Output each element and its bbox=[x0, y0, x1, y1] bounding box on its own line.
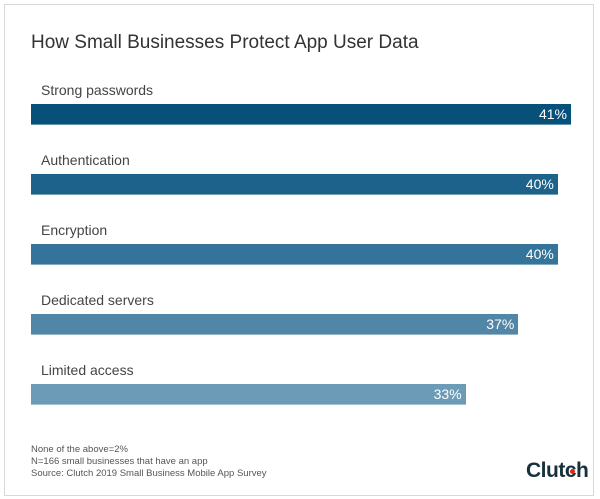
bar: 37% bbox=[31, 314, 519, 335]
bar: 41% bbox=[31, 104, 571, 125]
logo-dot bbox=[570, 469, 575, 474]
value-label: 37% bbox=[486, 316, 515, 332]
category-label: Encryption bbox=[41, 222, 108, 238]
note-none: None of the above=2% bbox=[31, 444, 128, 455]
value-label: 33% bbox=[433, 386, 462, 402]
logo-text: Clutch bbox=[526, 459, 589, 482]
category-label: Authentication bbox=[41, 152, 130, 168]
bar: 40% bbox=[31, 174, 558, 195]
note-sample: N=166 small businesses that have an app bbox=[31, 456, 208, 467]
bar: 33% bbox=[31, 384, 466, 405]
note-source: Source: Clutch 2019 Small Business Mobil… bbox=[31, 468, 267, 479]
category-label: Strong passwords bbox=[41, 82, 154, 98]
bar: 40% bbox=[31, 244, 558, 265]
value-label: 40% bbox=[525, 176, 554, 192]
chart-title: How Small Businesses Protect App User Da… bbox=[31, 32, 419, 53]
value-label: 40% bbox=[525, 246, 554, 262]
category-label: Dedicated servers bbox=[41, 292, 154, 308]
chart-card bbox=[4, 4, 594, 496]
category-label: Limited access bbox=[41, 362, 134, 378]
value-label: 41% bbox=[538, 106, 567, 122]
clutch-logo: Clutch bbox=[526, 459, 589, 483]
